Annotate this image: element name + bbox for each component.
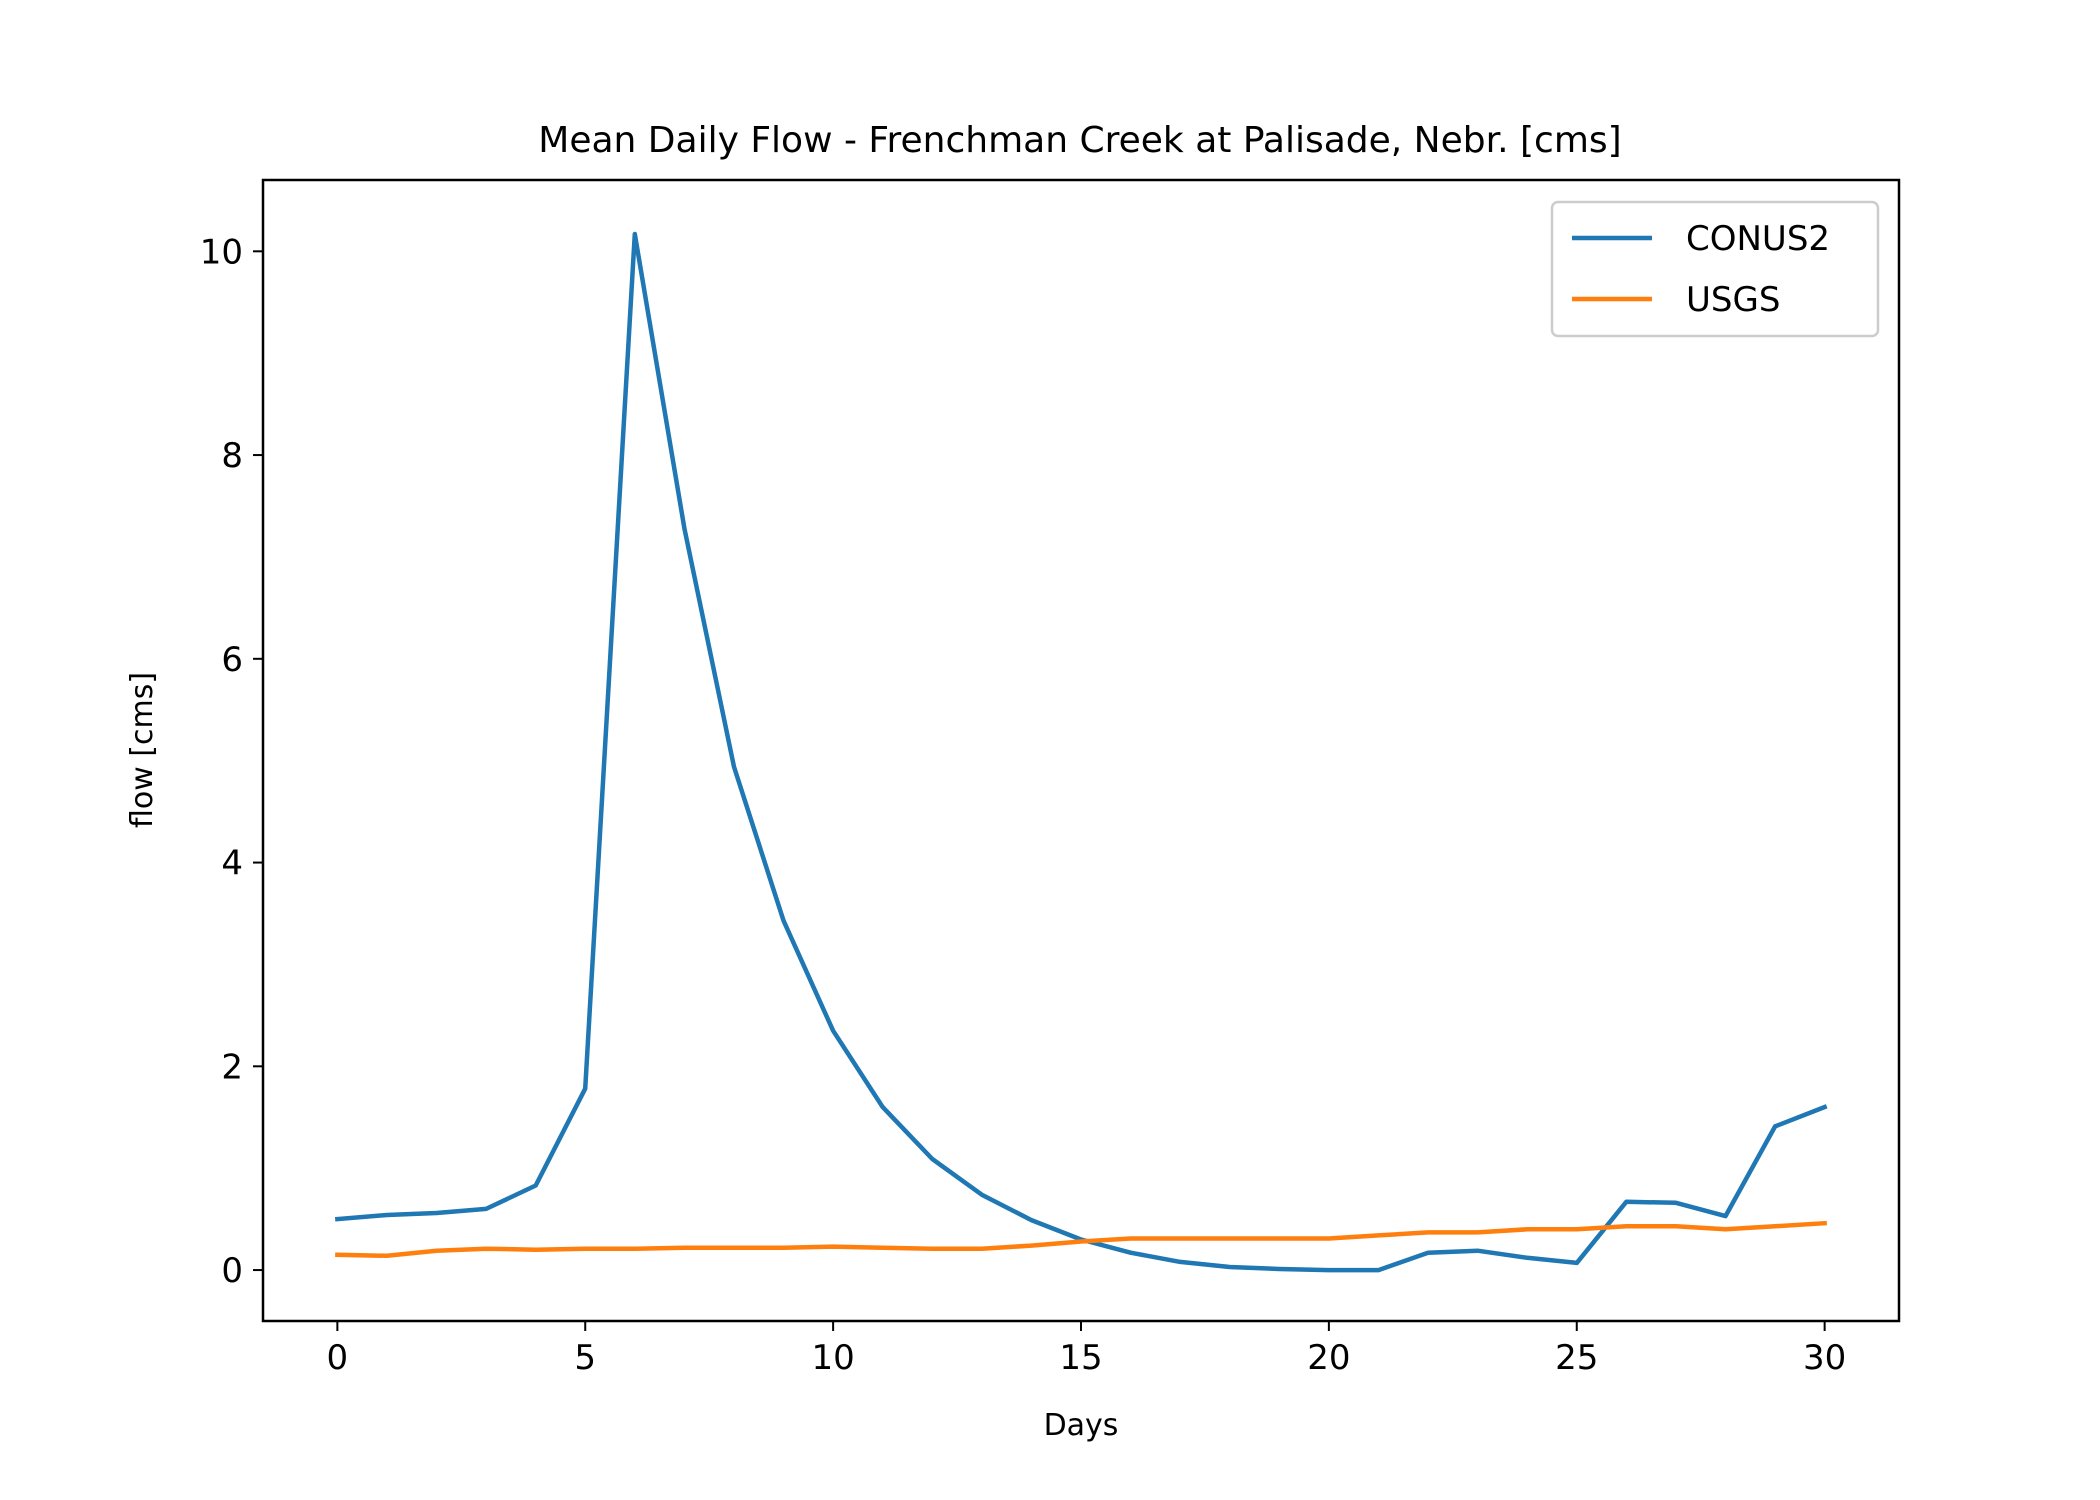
x-tick-label: 30 <box>1803 1338 1846 1378</box>
y-axis: 0 2 4 6 8 10 <box>200 232 263 1291</box>
x-tick-label: 25 <box>1555 1338 1598 1378</box>
series-layer <box>334 231 1828 1273</box>
x-tick-label: 20 <box>1307 1338 1350 1378</box>
x-tick-label: 0 <box>327 1338 349 1378</box>
legend: CONUS2 USGS <box>1550 200 1880 338</box>
y-tick-label: 0 <box>221 1251 243 1291</box>
y-tick-label: 2 <box>221 1047 243 1087</box>
y-tick-label: 6 <box>221 640 243 680</box>
x-axis-label: Days <box>1044 1408 1119 1443</box>
x-axis: 0 5 10 15 20 25 30 <box>327 1321 1846 1378</box>
x-tick-label: 5 <box>574 1338 596 1378</box>
legend-label-conus2: CONUS2 <box>1686 219 1830 259</box>
y-tick-label: 10 <box>200 232 243 272</box>
legend-box <box>1550 200 1880 338</box>
y-tick-label: 4 <box>221 844 243 884</box>
y-tick-label: 8 <box>221 436 243 476</box>
chart-title: Mean Daily Flow - Frenchman Creek at Pal… <box>538 120 1621 161</box>
series-line-usgs <box>335 1220 1827 1259</box>
legend-label-usgs: USGS <box>1686 280 1780 320</box>
x-tick-label: 15 <box>1059 1338 1102 1378</box>
y-axis-label: flow [cms] <box>125 672 160 828</box>
x-tick-label: 10 <box>811 1338 854 1378</box>
